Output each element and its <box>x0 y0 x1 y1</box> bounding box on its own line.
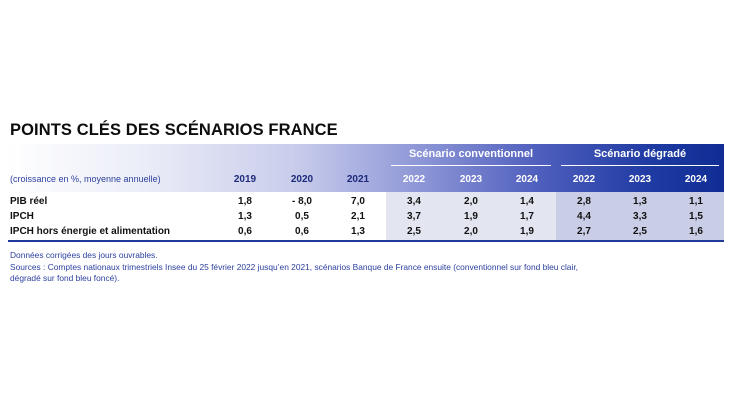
year-header: 2021 <box>346 174 370 185</box>
table-cell: 2,0 <box>464 226 478 237</box>
year-header: 2024 <box>515 174 539 185</box>
footnote-data-note: Données corrigées des jours ouvrables. <box>10 250 158 260</box>
scenario-conventionnel-label: Scénario conventionnel <box>408 148 534 160</box>
table-cell: 1,3 <box>238 211 252 222</box>
row-label-ipch-hors-energie: IPCH hors énergie et alimentation <box>10 226 171 237</box>
table-cell: - 8,0 <box>291 196 312 207</box>
table-cell: 1,9 <box>464 211 478 222</box>
row-label-ipch: IPCH <box>10 211 34 222</box>
table-cell: 1,4 <box>520 196 534 207</box>
table-cell: 1,9 <box>520 226 534 237</box>
scenario-conventionnel-divider <box>391 165 551 166</box>
table-cell: 1,3 <box>351 226 365 237</box>
scenario-degrade-label: Scénario dégradé <box>593 148 687 160</box>
table-cell: 2,0 <box>464 196 478 207</box>
footnote-sources: Sources : Comptes nationaux trimestriels… <box>10 262 578 272</box>
table-cell: 2,8 <box>577 196 591 207</box>
table-cell: 1,7 <box>520 211 534 222</box>
table-cell: 0,5 <box>295 211 309 222</box>
table-title: POINTS CLÉS DES SCÉNARIOS FRANCE <box>10 121 338 139</box>
year-header: 2020 <box>290 174 314 185</box>
table-cell: 1,1 <box>689 196 703 207</box>
table-bottom-rule <box>8 240 724 242</box>
table-cell: 3,7 <box>407 211 421 222</box>
row-label-pib: PIB réel <box>10 196 48 207</box>
table-cell: 2,5 <box>407 226 421 237</box>
table-cell: 2,7 <box>577 226 591 237</box>
degrade-shading <box>556 192 724 240</box>
year-header: 2022 <box>572 174 596 185</box>
table-cell: 1,6 <box>689 226 703 237</box>
year-header: 2019 <box>233 174 257 185</box>
table-cell: 1,8 <box>238 196 252 207</box>
conventionnel-shading <box>386 192 556 240</box>
table-cell: 3,4 <box>407 196 421 207</box>
table-cell: 3,3 <box>633 211 647 222</box>
table-cell: 0,6 <box>238 226 252 237</box>
year-header: 2023 <box>628 174 652 185</box>
table-cell: 2,1 <box>351 211 365 222</box>
table-cell: 7,0 <box>351 196 365 207</box>
unit-note: (croissance en %, moyenne annuelle) <box>10 174 161 184</box>
table-cell: 1,3 <box>633 196 647 207</box>
year-header: 2022 <box>402 174 426 185</box>
table-cell: 1,5 <box>689 211 703 222</box>
scenario-degrade-divider <box>561 165 719 166</box>
table-cell: 4,4 <box>577 211 591 222</box>
table-cell: 2,5 <box>633 226 647 237</box>
table-cell: 0,6 <box>295 226 309 237</box>
year-header: 2024 <box>684 174 708 185</box>
table-header-band <box>8 144 724 192</box>
footnote-sources-continued: dégradé sur fond bleu foncé). <box>10 273 120 283</box>
year-header: 2023 <box>459 174 483 185</box>
